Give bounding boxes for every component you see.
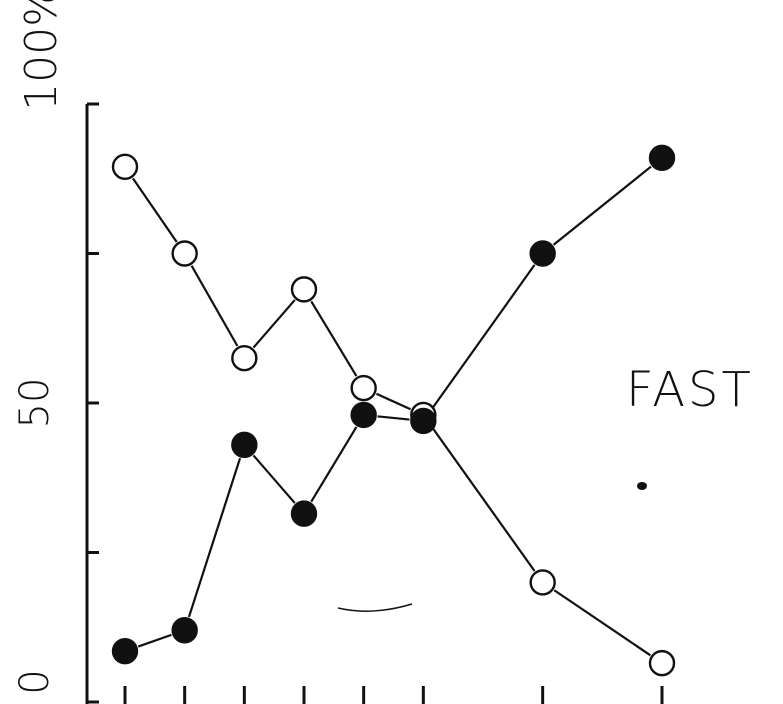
filled-circle-point	[171, 617, 198, 644]
series-line-segment	[252, 299, 296, 349]
series-line-segment	[430, 425, 536, 572]
series-line-segment	[187, 457, 242, 618]
y-ticks	[87, 102, 99, 704]
open-circle-point	[648, 649, 676, 677]
series-line-segment	[132, 177, 178, 243]
filled-circle-point	[231, 431, 258, 459]
filled-circle-point	[290, 500, 318, 527]
open-circle-point	[290, 276, 318, 303]
y-tick-label: 50	[12, 378, 58, 429]
series-line-segment	[310, 300, 358, 377]
chart-annotation: FAST	[626, 362, 754, 418]
ink-speck	[637, 482, 647, 490]
y-tick-label: 0	[12, 669, 58, 694]
filled-circle-point	[410, 407, 437, 435]
open-circle-point	[529, 569, 556, 596]
scan-specks	[337, 482, 647, 612]
series-markers	[111, 144, 676, 677]
filled-circle-point	[648, 144, 676, 172]
x-ticks	[123, 686, 664, 704]
series-line-segment	[137, 633, 172, 648]
series-line-segment	[553, 589, 652, 657]
series-lines	[132, 165, 652, 657]
filled-circle-point	[350, 401, 377, 429]
series-line-segment	[375, 392, 412, 411]
series-line-segment	[190, 265, 239, 347]
y-tick-labels: 0 50	[12, 378, 58, 695]
series-line-segment	[377, 415, 410, 421]
open-circle-point	[231, 344, 258, 372]
ink-smudge	[337, 603, 413, 612]
open-circle-point	[111, 153, 139, 180]
open-circle-point	[171, 240, 198, 267]
series-line-segment	[430, 264, 536, 411]
filled-circle-point	[111, 637, 139, 665]
y-unit-label: 100%	[16, 0, 67, 111]
series-line-segment	[552, 165, 652, 246]
filled-circle-point	[529, 240, 556, 267]
series-line-segment	[310, 426, 358, 503]
series-line-segment	[252, 454, 296, 504]
open-circle-point	[350, 374, 377, 402]
